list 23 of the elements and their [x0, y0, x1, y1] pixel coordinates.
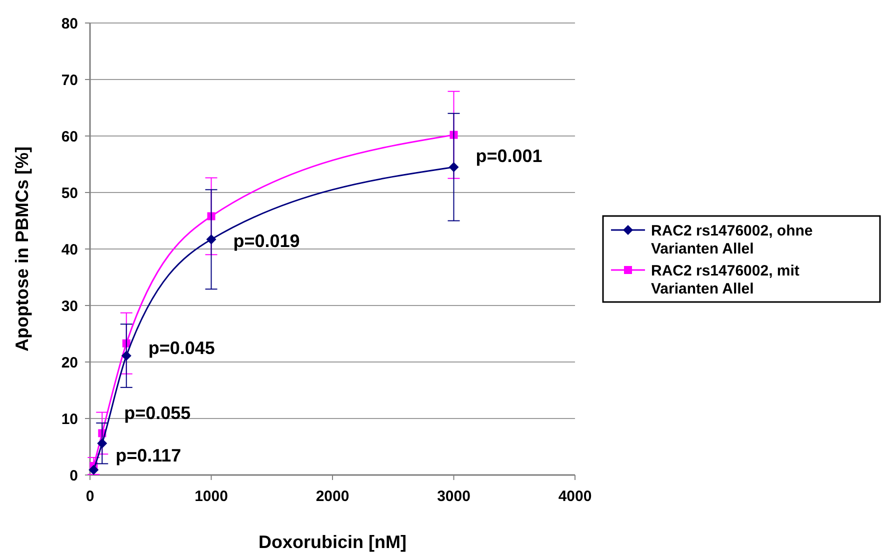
y-tick-label: 30 [61, 298, 78, 315]
annotation: p=0.045 [148, 338, 215, 358]
x-tick-label: 2000 [316, 488, 350, 505]
annotation: p=0.001 [476, 146, 542, 166]
annotation: p=0.117 [116, 446, 182, 466]
y-tick-label: 20 [61, 354, 78, 372]
y-tick-label: 0 [70, 467, 78, 484]
y-tick-label: 70 [61, 72, 78, 89]
legend-label: RAC2 rs1476002, mit Varianten Allel [651, 262, 800, 298]
legend-label: RAC2 rs1476002, ohne Varianten Allel [651, 222, 813, 258]
x-tick-label: 0 [86, 488, 94, 505]
x-tick-label: 1000 [194, 488, 228, 505]
y-tick-label: 80 [61, 15, 78, 32]
y-tick-label: 60 [61, 128, 78, 146]
x-tick-label: 3000 [437, 488, 470, 505]
y-axis-title: Apoptose in PBMCs [%] [12, 146, 32, 352]
annotation: p=0.019 [233, 230, 300, 251]
y-tick-label: 40 [61, 241, 78, 258]
annotation: p=0.055 [124, 403, 191, 424]
y-tick-label: 10 [61, 410, 78, 428]
x-tick-label: 4000 [558, 488, 592, 505]
y-tick-label: 50 [61, 184, 78, 202]
x-axis-title: Doxorubicin [nM] [258, 532, 406, 552]
